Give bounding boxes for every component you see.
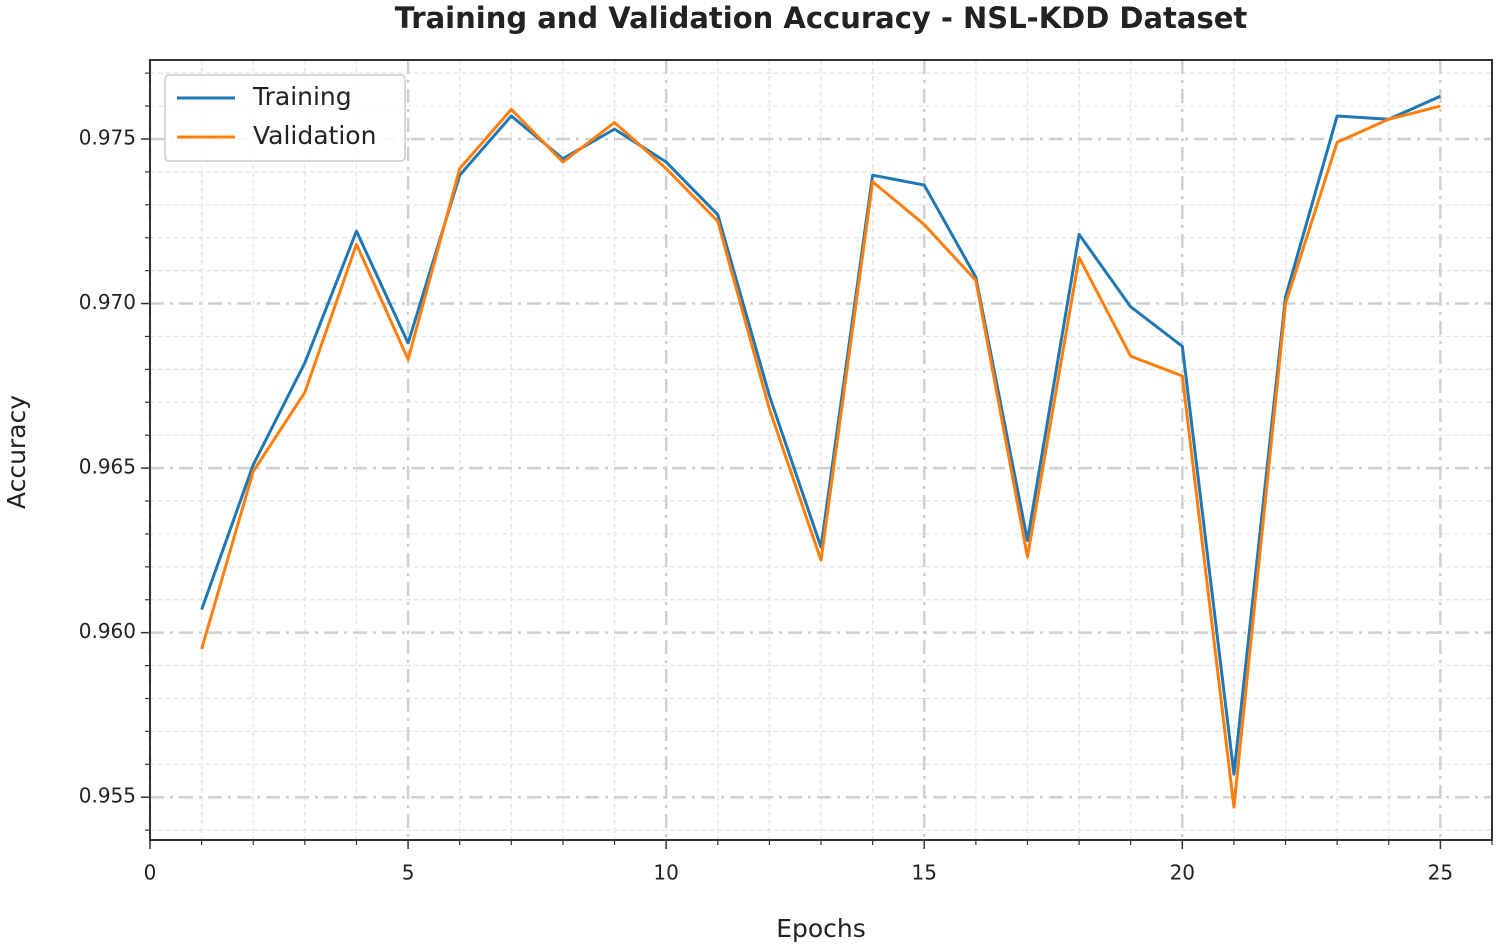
x-tick-label: 5	[402, 861, 415, 885]
legend-label: Validation	[253, 121, 376, 150]
series-line	[200, 94, 1441, 776]
plot-frame	[149, 59, 1493, 841]
y-tick-label: 0.975	[79, 125, 136, 149]
x-axis-label: Epochs	[776, 914, 866, 943]
legend-label: Training	[252, 82, 352, 111]
series-line	[200, 104, 1441, 809]
y-tick-label: 0.965	[79, 455, 136, 479]
y-tick-label: 0.960	[79, 619, 136, 643]
x-tick-label: 15	[912, 861, 937, 885]
x-tick-label: 0	[144, 861, 157, 885]
x-tick-label: 25	[1428, 861, 1453, 885]
y-tick-label: 0.970	[79, 290, 136, 314]
x-tick-label: 20	[1170, 861, 1195, 885]
chart-title: Training and Validation Accuracy - NSL-K…	[395, 1, 1248, 35]
x-tick-label: 10	[653, 861, 678, 885]
y-tick-label: 0.955	[79, 784, 136, 808]
y-axis-label: Accuracy	[2, 395, 31, 509]
